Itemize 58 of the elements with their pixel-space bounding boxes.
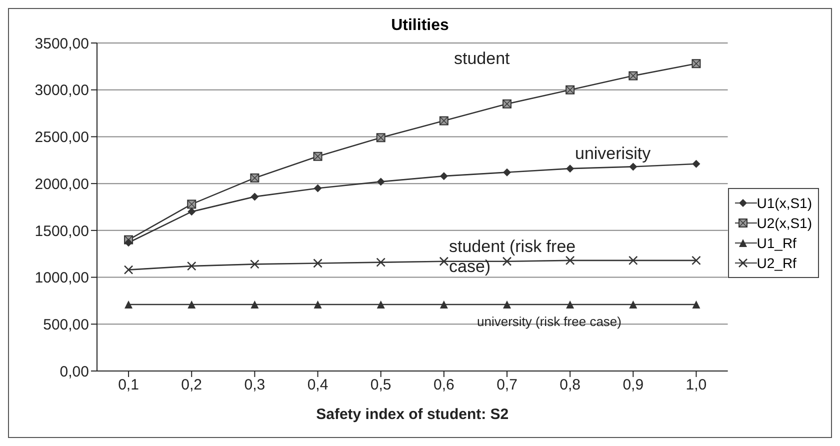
x-tick-label: 0,2 <box>181 376 202 394</box>
y-tick-label: 2000,00 <box>34 176 89 193</box>
legend-label: U2_Rf <box>756 255 796 271</box>
y-tick-label: 3500,00 <box>34 35 89 52</box>
point <box>629 162 638 171</box>
y-tick-label: 0,00 <box>60 363 89 380</box>
x-tick-label: 1,0 <box>686 376 707 394</box>
x-tick-label: 0,9 <box>622 376 644 394</box>
annotation: student (risk free case) <box>449 237 576 276</box>
x-axis-title: Safety index of student: S2 <box>316 406 509 423</box>
point <box>376 178 385 186</box>
legend-label: U2(x,S1) <box>756 215 812 231</box>
x-tick-label: 0,6 <box>433 376 454 394</box>
y-tick-label: 3000,00 <box>34 82 89 100</box>
point <box>566 300 574 308</box>
point <box>566 164 574 173</box>
point <box>188 300 196 308</box>
point <box>250 260 260 269</box>
legend-label: U1(x,S1) <box>756 195 812 211</box>
point <box>250 300 259 308</box>
y-tick-label: 1000,00 <box>34 270 89 287</box>
x-tick-label: 0,3 <box>244 376 266 394</box>
point <box>503 168 511 176</box>
annotation: univerisity <box>575 144 651 164</box>
point <box>692 160 700 168</box>
point <box>629 300 638 308</box>
chart-title: Utilities <box>390 17 450 35</box>
point <box>376 258 386 267</box>
y-tick-label: 1500,00 <box>34 222 89 240</box>
y-tick-label: 500,00 <box>43 316 89 334</box>
point <box>124 265 134 274</box>
x-tick-label: 0,7 <box>496 376 518 394</box>
x-tick-label: 0,4 <box>307 376 328 394</box>
point <box>124 300 133 308</box>
point <box>692 256 701 266</box>
point <box>503 300 511 308</box>
x-tick-label: 0,5 <box>370 376 392 394</box>
x-tick-label: 0,8 <box>560 376 581 394</box>
point <box>692 300 700 308</box>
point <box>124 238 133 247</box>
point <box>188 208 196 216</box>
x-tick-label: 0,1 <box>118 376 139 394</box>
point <box>314 184 322 192</box>
point <box>186 261 196 271</box>
annotation: student <box>454 49 510 69</box>
point <box>314 300 322 308</box>
point <box>313 258 322 268</box>
point <box>440 172 448 180</box>
point <box>376 300 385 308</box>
legend-label: U1_Rf <box>756 235 796 251</box>
point <box>250 192 259 201</box>
point <box>628 256 638 266</box>
y-tick-label: 2500,00 <box>34 129 89 146</box>
point <box>439 256 449 266</box>
point <box>502 256 512 266</box>
annotation: university (risk free case) <box>477 314 622 330</box>
point <box>440 300 448 308</box>
point <box>565 256 575 266</box>
